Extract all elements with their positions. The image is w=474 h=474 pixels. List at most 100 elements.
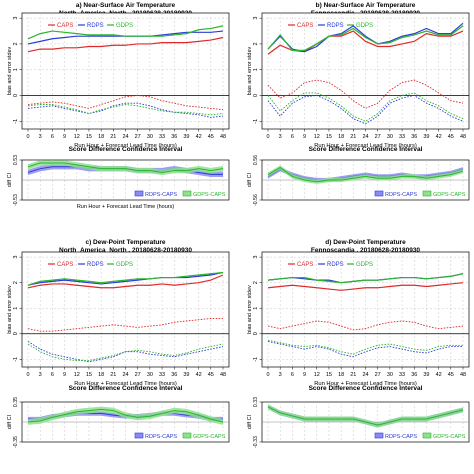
panel-d-series-caps-bias	[267, 320, 464, 331]
panel-b-ci-line-gdps-caps	[267, 166, 464, 183]
panel-a-legend-caps: CAPS	[57, 23, 73, 29]
panel-b-xtick-label: 45	[448, 134, 454, 140]
panel-b-xtick-label: 36	[411, 134, 417, 140]
panel-d-xtick-label: 33	[399, 372, 405, 378]
panel-a-xtick-label: 39	[183, 134, 189, 140]
panel-d-ci-ytick-label: 0.33	[253, 397, 259, 407]
panel-a-xtick-label: 36	[171, 134, 177, 140]
panel-b-ytick-label: 1	[253, 68, 259, 71]
panel-c-ci-ylabel: diff CI	[7, 414, 13, 429]
panel-d-ytick-label: 3	[253, 256, 259, 259]
panel-d-legend-caps: CAPS	[297, 262, 313, 268]
panel-b-legend-caps: CAPS	[297, 23, 313, 29]
panel-c-xtick-label: 18	[98, 372, 104, 378]
panel-b-series-gdps-stdev	[267, 25, 464, 51]
panel-a-series-rdps-bias	[27, 102, 224, 118]
panel-a-ylabel: bias and error stdev	[7, 46, 13, 95]
panel-d-xtick-label: 24	[362, 372, 368, 378]
panel-b-xtick-label: 18	[338, 134, 344, 140]
panel-c-xtick-label: 36	[171, 372, 177, 378]
panel-c-xtick-label: 45	[208, 372, 214, 378]
panel-b-xtick-label: 0	[266, 134, 269, 140]
panel-c-series-rdps-stdev	[27, 271, 224, 286]
panel-d-xtick-label: 30	[387, 372, 393, 378]
panel-a-ytick-label: 0	[13, 94, 19, 97]
panel-d-xlabel: Run Hour + Forecast Lead Time (hours)	[314, 381, 417, 387]
panel-b-ci-ytick-label: 0.56	[253, 155, 259, 165]
panel-d-ci-legend-box	[373, 431, 467, 440]
panel-a-series-caps-stdev	[27, 36, 224, 53]
panel-d-ci-legend-swatch	[374, 432, 384, 439]
panel-b-series-gdps-bias	[267, 92, 464, 122]
panel-b-xtick-label: 21	[350, 134, 356, 140]
panel-b-ci-title: Score Difference Confidence Interval	[309, 146, 423, 153]
panel-c-xlabel: Run Hour + Forecast Lead Time (hours)	[74, 381, 177, 387]
panel-d-xtick-label: 0	[266, 372, 269, 378]
panel-c-ci-legend-box	[133, 431, 227, 440]
panel-d-series-gdps-stdev	[267, 273, 464, 284]
panel-b-ci-ylabel: diff CI	[247, 172, 253, 187]
panel-b-title: b) Near-Surface Air Temperature	[316, 2, 416, 9]
panel-a-xtick-label: 24	[122, 134, 128, 140]
panel-c-series-gdps-bias	[27, 343, 224, 362]
panel-a-ci-legend-swatch	[182, 190, 192, 197]
panel-b-series-rdps-bias	[267, 95, 464, 125]
panel-a-xtick-label: 9	[63, 134, 66, 140]
panel-b-xtick-label: 48	[460, 134, 466, 140]
panel-a-series-gdps-stdev	[27, 25, 224, 40]
panel-a-xtick-label: 21	[110, 134, 116, 140]
panel-c-series-caps-stdev	[27, 274, 224, 289]
panel-a-xtick-label: 3	[39, 134, 42, 140]
panel-a-xtick-label: 33	[159, 134, 165, 140]
panel-c-legend-rdps: RDPS	[87, 262, 104, 268]
panel-a-xtick-label: 15	[86, 134, 92, 140]
panel-d-xtick-label: 36	[411, 372, 417, 378]
panel-c-xtick-label: 3	[39, 372, 42, 378]
panel-d-xtick-label: 9	[303, 372, 306, 378]
panel-b-xtick-label: 24	[362, 134, 368, 140]
panel-d-xtick-label: 15	[326, 372, 332, 378]
panel-d-legend-gdps: GDPS	[356, 262, 373, 268]
panel-b-legend-rdps: RDPS	[327, 23, 344, 29]
panel-b-xtick-label: 42	[436, 134, 442, 140]
panel-b-ci-legend-swatch	[374, 190, 384, 197]
panel-c-ci-legend-rdps-caps: RDPS-CAPS	[145, 434, 177, 440]
panel-d-ytick-label: 2	[253, 281, 259, 284]
panel-c-ylabel: bias and error stdev	[7, 285, 13, 334]
panel-d-xtick-label: 3	[279, 372, 282, 378]
panel-c-xtick-label: 15	[86, 372, 92, 378]
panel-d-ci-title: Score Difference Confidence Interval	[309, 385, 423, 392]
panel-d-xtick-label: 12	[314, 372, 320, 378]
panel-b-xtick-label: 39	[423, 134, 429, 140]
panel-b-xtick-label: 30	[387, 134, 393, 140]
panel-c-xtick-label: 24	[122, 372, 128, 378]
panel-c-xtick-label: 21	[110, 372, 116, 378]
panel-b-ci-legend-gdps-caps: GDPS-CAPS	[433, 192, 466, 198]
panel-d-title: d) Dew-Point Temperature	[325, 239, 406, 246]
panel-b-xtick-label: 15	[326, 134, 332, 140]
panel-a-xtick-label: 18	[98, 134, 104, 140]
panel-a-ytick-label: -1	[13, 119, 19, 124]
panel-b-ytick-label: 3	[253, 17, 259, 20]
panel-c-ytick-label: 3	[13, 256, 19, 259]
panel-a-title: a) Near-Surface Air Temperature	[76, 2, 176, 9]
panel-d-series-rdps-bias	[267, 341, 463, 358]
panel-a-legend-rdps: RDPS	[87, 23, 104, 29]
panel-b-series-caps-bias	[267, 79, 464, 109]
panel-b-xlabel: Run Hour + Forecast Lead Time (hours)	[314, 143, 417, 149]
panel-b-xtick-label: 3	[279, 134, 282, 140]
panel-d-xtick-label: 48	[460, 372, 466, 378]
panel-a-xtick-label: 48	[220, 134, 226, 140]
panel-d-xtick-label: 21	[350, 372, 356, 378]
panel-a-ci-title: Score Difference Confidence Interval	[69, 146, 183, 153]
panel-a-ci-legend-gdps-caps: GDPS-CAPS	[193, 192, 226, 198]
panel-a-ci-xlabel: Run Hour + Forecast Lead Time (hours)	[77, 204, 175, 210]
panel-c-ytick-label: -1	[13, 357, 19, 362]
panel-a-ci-ytick-label: -0.53	[13, 194, 19, 206]
panel-a-xlabel: Run Hour + Forecast Lead Time (hours)	[74, 143, 177, 149]
panel-c-ci-ytick-label: -0.35	[13, 436, 19, 448]
panel-a-ytick-label: 3	[13, 17, 19, 20]
panel-c-ci-band-gdps-caps	[28, 406, 223, 425]
panel-d-ci-ytick-label: -0.33	[253, 436, 259, 448]
